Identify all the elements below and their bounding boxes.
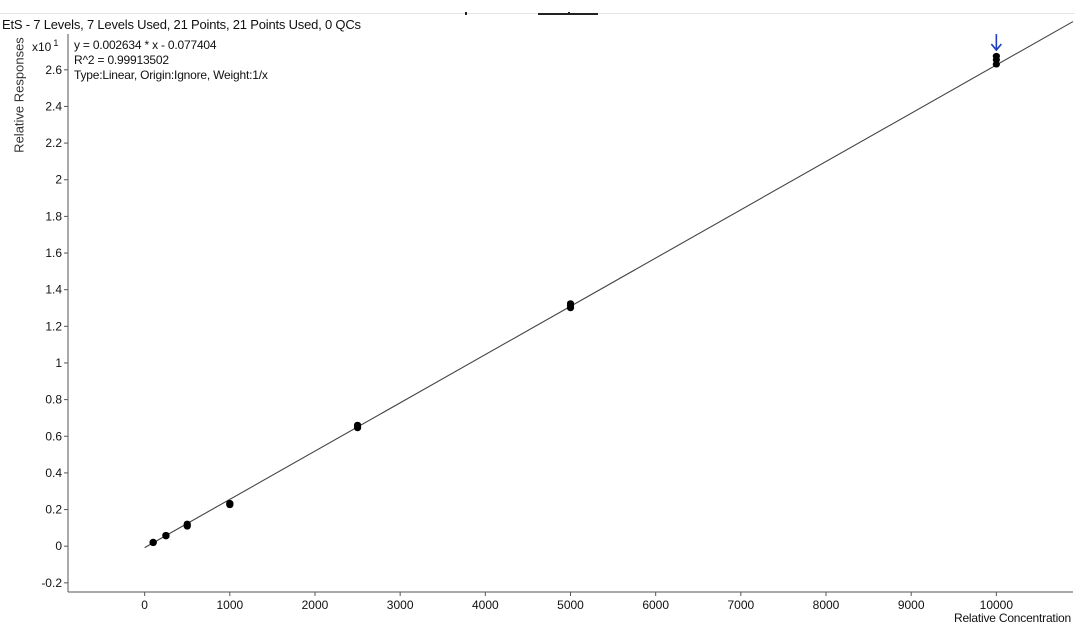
y-axis-multiplier: x10 1	[32, 38, 58, 54]
data-point	[183, 520, 191, 528]
x-tick-label: 7000	[727, 598, 754, 612]
fit-line-layer	[144, 21, 1074, 549]
x-tick-label: 2000	[302, 598, 329, 612]
data-point	[992, 61, 1000, 68]
x-tick-label: 4000	[472, 598, 499, 612]
fit-info-box: y = 0.002634 * x - 0.077404 R^2 = 0.9991…	[74, 38, 268, 83]
y-tick-label: 0.4	[45, 466, 62, 480]
data-point	[162, 531, 170, 539]
y-tick-label: 1.8	[45, 209, 62, 223]
data-points-layer	[149, 52, 1000, 547]
y-tick-label: 0.8	[45, 393, 62, 407]
x-tick-label: 1000	[216, 598, 243, 612]
toolbar-mark	[568, 12, 570, 15]
outlier-marker-layer	[990, 34, 1002, 52]
y-tick-label: -0.2	[41, 576, 62, 590]
x-tick-label: 5000	[557, 598, 584, 612]
x-tick-label: 3000	[387, 598, 414, 612]
data-point	[992, 52, 1000, 60]
fit-r-squared: R^2 = 0.99913502	[74, 53, 169, 67]
y-tick-label: 1.2	[45, 319, 62, 333]
top-divider	[0, 13, 1075, 14]
fit-line	[144, 21, 1074, 549]
y-multiplier-base: x10	[32, 40, 52, 54]
x-tick-label: 6000	[642, 598, 669, 612]
toolbar-mark	[465, 12, 467, 15]
data-point	[566, 300, 575, 307]
y-tick-label: 0	[55, 539, 62, 553]
data-point	[226, 499, 234, 507]
data-point	[353, 421, 362, 429]
x-tick-label: 0	[141, 598, 148, 612]
y-tick-label: 2.4	[45, 99, 62, 113]
x-tick-label: 10000	[980, 598, 1014, 612]
y-tick-label: 0.6	[45, 429, 62, 443]
y-tick-label: 1.4	[45, 283, 62, 297]
down-arrow-icon	[990, 34, 1002, 52]
x-tick-label: 9000	[898, 598, 925, 612]
arrow-head	[990, 43, 1002, 52]
x-tick-label: 8000	[813, 598, 840, 612]
y-tick-label: 1	[55, 356, 62, 370]
fit-type: Type:Linear, Origin:Ignore, Weight:1/x	[74, 68, 268, 82]
y-tick-label: 2	[55, 173, 62, 187]
y-tick-label: 2.6	[45, 63, 62, 77]
y-tick-label: 1.6	[45, 246, 62, 260]
fit-equation: y = 0.002634 * x - 0.077404	[74, 38, 217, 52]
chart-title: EtS - 7 Levels, 7 Levels Used, 21 Points…	[2, 17, 361, 32]
data-point	[149, 538, 157, 546]
y-tick-label: 0.2	[45, 503, 62, 517]
y-multiplier-exponent: 1	[53, 38, 59, 48]
y-tick-label: 2.2	[45, 136, 62, 150]
plot-axes: -0.2 0 0.2 0.4 0.6 0.8 1 1.2 1.4 1.6 1.8 2 2.2 2.4 2.6…	[41, 34, 1073, 612]
x-axis-label: Relative Concentration	[953, 611, 1071, 625]
